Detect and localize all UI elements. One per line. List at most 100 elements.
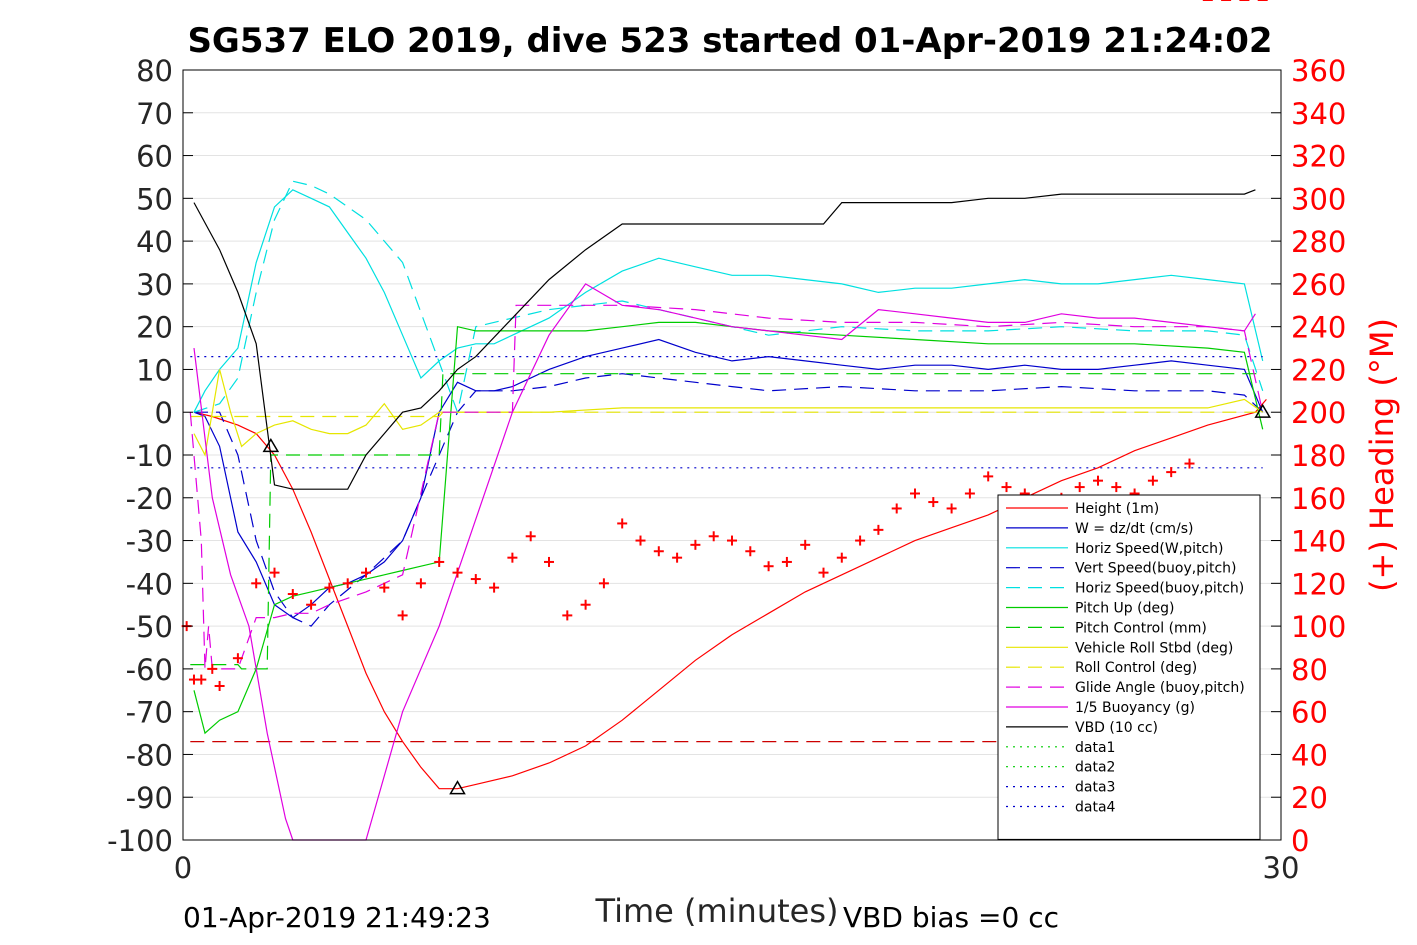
heading-point [836, 552, 847, 563]
y-tick-label: -40 [126, 567, 173, 601]
heading-point [983, 471, 994, 482]
y-tick-label: 20 [136, 311, 173, 345]
heading-point [635, 535, 646, 546]
heading-point [1184, 458, 1195, 469]
series-line-1 [193, 338, 1264, 619]
series-line-4 [193, 180, 1264, 415]
legend: Height (1m) W = dz/dt (cm/s) Horiz Speed(W… [997, 494, 1261, 840]
heading-point [1166, 467, 1177, 478]
y-tick-label: 30 [136, 268, 173, 302]
chart-title: SG537 ELO 2019, dive 523 started 01-Apr-… [187, 21, 1272, 61]
y2-tick-label: 80 [1291, 653, 1328, 687]
heading-point [232, 653, 243, 664]
heading-point [855, 535, 866, 546]
y2-tick-label: 180 [1291, 439, 1346, 473]
heading-point [727, 535, 737, 546]
series-line-9 [189, 304, 1264, 670]
footer-vbd-bias: VBD bias =0 cc [843, 901, 1059, 934]
legend-entry: 1/5 Buoyancy (g) [1075, 700, 1195, 716]
heading-point [672, 552, 683, 563]
series-line-10 [193, 283, 1256, 841]
axis-ticks: 80706050403020100-10-20-30-40-50-60-70-8… [107, 54, 1346, 885]
x-axis-label: Time (minutes) [595, 892, 839, 930]
heading-point [800, 539, 811, 550]
heading-point [397, 610, 408, 621]
heading-point [1093, 475, 1103, 486]
legend-entry: Pitch Up (deg) [1075, 601, 1174, 617]
y2-tick-label: 200 [1291, 396, 1346, 430]
y2-tick-label: 220 [1291, 353, 1346, 387]
heading-point [781, 556, 792, 567]
heading-point [1147, 475, 1158, 486]
heading-point [562, 610, 573, 621]
heading-point [580, 599, 591, 610]
x-tick-label: 0 [174, 851, 192, 885]
legend-entry: Height (1m) [1075, 501, 1159, 517]
legend-entry: Vert Speed(buoy,pitch) [1075, 561, 1237, 577]
depth-marker [1254, 403, 1272, 418]
y2-tick-label: 40 [1291, 738, 1328, 772]
y-tick-label: 70 [136, 97, 173, 131]
series-line-0 [193, 399, 1267, 790]
heading-point [873, 524, 884, 535]
heading-point [434, 556, 445, 567]
heading-point [690, 539, 701, 550]
y2-tick-label: 60 [1291, 696, 1328, 730]
heading-point [1074, 482, 1085, 493]
y-tick-label: -80 [126, 738, 173, 772]
legend-entry: Roll Control (deg) [1075, 660, 1197, 676]
heading-point [379, 582, 390, 593]
heading-point [653, 546, 664, 557]
legend-entry: Pitch Control (mm) [1075, 620, 1207, 636]
heading-point [617, 518, 628, 529]
heading-point [763, 561, 774, 572]
y-tick-label: -90 [126, 781, 173, 815]
y-tick-label: -100 [107, 824, 173, 858]
heading-point [342, 578, 353, 589]
y2-axis-label: (+) Heading (°M) [1363, 318, 1401, 592]
y-tick-label: -50 [126, 610, 173, 644]
heading-point [745, 546, 756, 557]
y2-tick-label: 100 [1291, 610, 1346, 644]
y-tick-label: -20 [126, 482, 173, 516]
heading-point [452, 567, 463, 578]
series-line-3 [194, 373, 1264, 627]
series-line-5 [193, 321, 1264, 735]
heading-point [489, 582, 500, 593]
heading-point [598, 578, 609, 589]
heading-point [544, 556, 554, 567]
y2-tick-label: 280 [1291, 225, 1346, 259]
legend-entry: Horiz Speed(buoy,pitch) [1075, 581, 1244, 597]
heading-point [214, 681, 225, 691]
heading-point [891, 503, 902, 514]
series-line-7 [193, 369, 1264, 457]
y-tick-label: -60 [126, 653, 173, 687]
legend-entry: data1 [1075, 740, 1115, 756]
heading-point [415, 578, 426, 589]
heading-point [507, 552, 518, 563]
y-tick-label: -30 [126, 525, 173, 559]
heading-point [1111, 482, 1122, 493]
depth-marker [449, 780, 466, 795]
y2-tick-label: 140 [1291, 525, 1346, 559]
y-tick-label: 50 [136, 182, 173, 216]
heading-point [1001, 482, 1012, 493]
heading-point [269, 567, 280, 578]
heading-point [324, 582, 335, 593]
y-tick-label: 10 [136, 353, 173, 387]
x-tick-label: 30 [1263, 851, 1300, 885]
heading-point [251, 578, 262, 589]
heading-point [818, 567, 829, 578]
heading-point [207, 663, 218, 674]
heading-point [928, 497, 939, 508]
legend-entry: Vehicle Roll Stbd (deg) [1075, 640, 1233, 656]
y-tick-label: 80 [136, 54, 173, 88]
legend-entry: VBD (10 cc) [1075, 720, 1158, 736]
heading-point [306, 599, 317, 610]
footer-timestamp: 01-Apr-2019 21:49:23 [183, 901, 491, 934]
series-lines [189, 180, 1267, 841]
series-markers [181, 0, 1272, 795]
y2-tick-label: 240 [1291, 311, 1346, 345]
heading-point [964, 488, 975, 499]
